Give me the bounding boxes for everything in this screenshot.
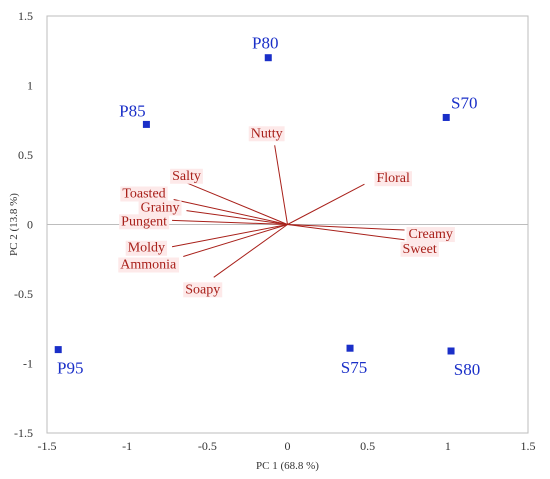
y-tick-label: 0 xyxy=(27,218,33,232)
y-tick-label: 0.5 xyxy=(18,148,33,162)
attribute-label-background xyxy=(374,171,413,187)
y-tick-label: 1.5 xyxy=(18,9,33,23)
x-tick-label: -0.5 xyxy=(198,439,217,453)
attribute-vector xyxy=(171,224,288,248)
attribute-label: Creamy xyxy=(409,227,453,242)
attribute-label-group: Soapy xyxy=(183,282,223,298)
x-tick-label: 1 xyxy=(445,439,451,453)
attribute-label: Moldy xyxy=(128,241,165,256)
y-tick-label: -1 xyxy=(23,357,33,371)
attribute-vector xyxy=(183,224,288,257)
y-tick-label: -0.5 xyxy=(14,287,33,301)
attribute-label-group: Creamy xyxy=(406,227,455,243)
sample-label: P80 xyxy=(252,34,278,53)
sample-point xyxy=(264,54,272,62)
attribute-label-group: Nutty xyxy=(248,126,285,142)
sample-point xyxy=(54,346,62,354)
sample-labels: P80 P85 S70 P95 S75 S80 xyxy=(57,34,480,379)
sample-label: S75 xyxy=(341,358,367,377)
attribute-label: Toasted xyxy=(122,186,165,201)
attribute-label-background xyxy=(170,168,203,184)
x-tick-label: 0.5 xyxy=(360,439,375,453)
attribute-vector xyxy=(172,219,288,225)
attribute-vector xyxy=(287,224,405,231)
attribute-label-group: Salty xyxy=(170,168,203,184)
attribute-vector xyxy=(186,210,288,225)
sample-point xyxy=(346,344,354,352)
attribute-vector xyxy=(186,182,288,225)
attribute-vector xyxy=(287,183,365,225)
attribute-label-background xyxy=(406,227,455,243)
attribute-label: Soapy xyxy=(185,282,220,297)
attribute-label: Nutty xyxy=(251,126,283,141)
y-tick-labels: 1.5 1 0.5 0 -0.5 -1 -1.5 xyxy=(14,9,33,440)
attribute-label-group: Sweet xyxy=(400,241,439,257)
attribute-label-group: Pungent xyxy=(119,214,170,230)
attribute-label-group: Floral xyxy=(374,171,413,187)
sample-point xyxy=(442,113,450,121)
attribute-label-background xyxy=(119,214,170,230)
attribute-label-group: Ammonia xyxy=(118,257,180,273)
x-tick-label: 1.5 xyxy=(521,439,536,453)
x-tick-label: -1 xyxy=(122,439,132,453)
attribute-label-group: Moldy xyxy=(125,240,168,256)
attribute-label: Floral xyxy=(376,171,410,186)
attribute-vector xyxy=(213,224,288,278)
attribute-label-group: Grainy xyxy=(138,200,182,216)
attribute-vector xyxy=(274,145,288,225)
x-tick-label: -1.5 xyxy=(38,439,57,453)
y-tick-label: 1 xyxy=(27,79,33,93)
attribute-label: Pungent xyxy=(121,214,167,229)
sample-label: P85 xyxy=(119,101,145,120)
sample-points xyxy=(54,54,455,355)
attribute-label-background xyxy=(138,200,182,216)
sample-point xyxy=(447,347,455,355)
attribute-label: Salty xyxy=(172,169,201,184)
attribute-label-background xyxy=(183,282,223,298)
x-tick-labels: -1.5 -1 -0.5 0 0.5 1 1.5 xyxy=(38,439,536,453)
attribute-vector xyxy=(287,224,405,241)
attribute-label: Grainy xyxy=(141,201,180,216)
y-axis-label: PC 2 (13.8 %) xyxy=(8,193,20,256)
x-tick-label: 0 xyxy=(285,439,291,453)
attribute-label-group: Toasted xyxy=(120,186,168,202)
attribute-label: Sweet xyxy=(403,242,437,257)
attribute-label-background xyxy=(118,257,180,273)
attribute-label-background xyxy=(248,126,285,142)
sample-point xyxy=(142,120,150,128)
attribute-label-background xyxy=(400,241,439,257)
attribute-label-background xyxy=(120,186,168,202)
attribute-vector xyxy=(173,198,288,225)
sample-label: P95 xyxy=(57,359,83,378)
attribute-vectors xyxy=(171,145,405,278)
x-axis-label: PC 1 (68.8 %) xyxy=(256,460,319,472)
attribute-label-background xyxy=(125,240,168,256)
y-tick-label: -1.5 xyxy=(14,426,33,440)
sample-label: S80 xyxy=(454,360,480,379)
attribute-label: Ammonia xyxy=(120,257,177,272)
sample-label: S70 xyxy=(451,93,477,112)
